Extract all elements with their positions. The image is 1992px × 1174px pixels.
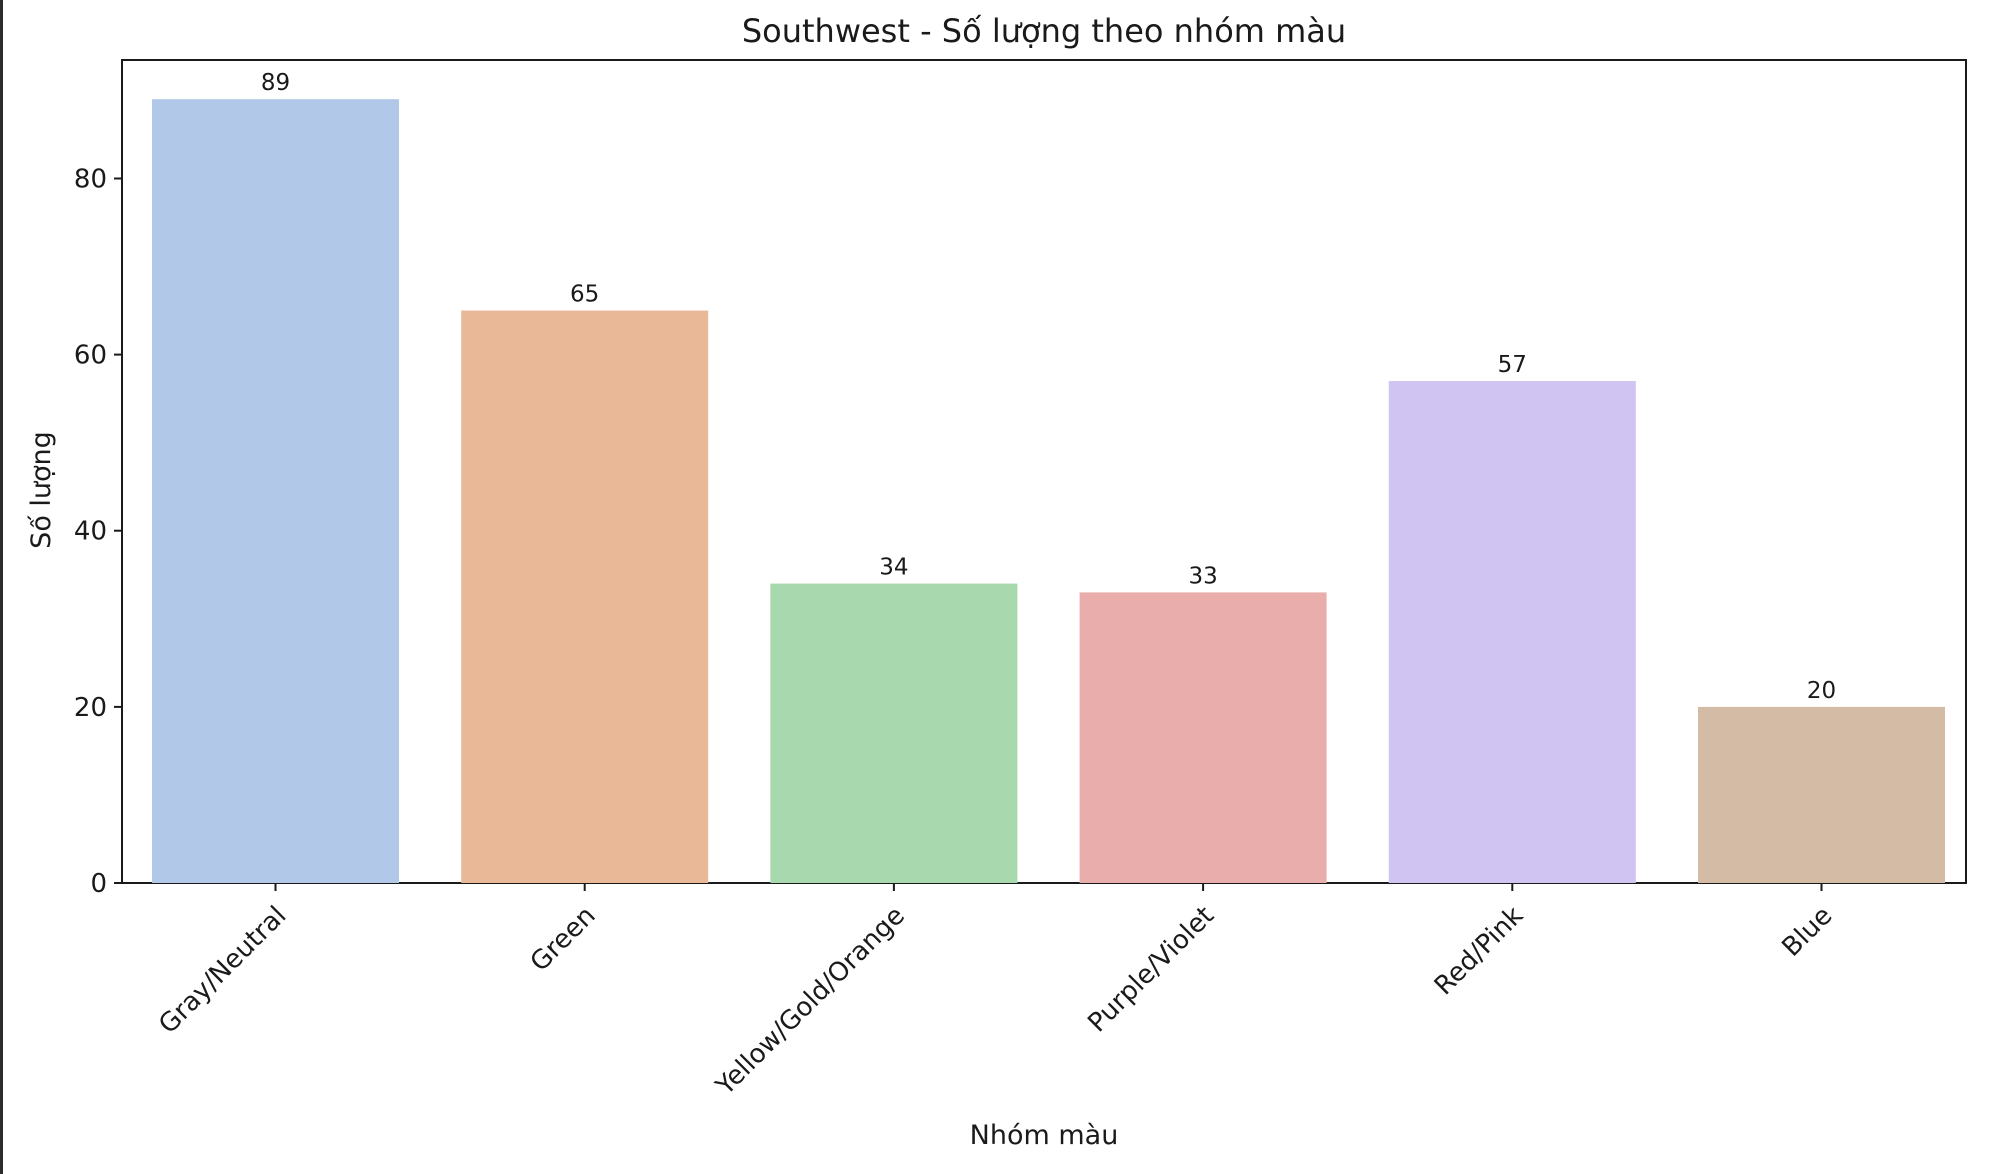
y-tick-label: 0 — [90, 869, 107, 899]
bar-value-label: 89 — [261, 70, 290, 96]
y-tick-label: 40 — [74, 517, 107, 547]
x-tick-label: Blue — [1777, 901, 1839, 963]
bar-value-label: 34 — [879, 555, 908, 581]
x-tick-label: Yellow/Gold/Orange — [710, 901, 911, 1102]
y-tick-label: 20 — [74, 693, 107, 723]
bar-gray-neutral — [152, 99, 399, 883]
bar-purple-violet — [1079, 592, 1327, 883]
x-tick-label: Red/Pink — [1429, 901, 1529, 1001]
chart-title: Southwest - Số lượng theo nhóm màu — [742, 12, 1346, 50]
bar-value-label: 20 — [1807, 678, 1836, 704]
bar-blue — [1698, 706, 1945, 883]
y-tick-label: 80 — [74, 165, 107, 195]
bar-green — [461, 310, 709, 884]
x-tick-label: Green — [525, 901, 602, 978]
chart-figure: Southwest - Số lượng theo nhóm màu 89 65 3… — [3, 0, 1992, 1174]
bar-red-pink — [1388, 381, 1636, 883]
x-tick-label: Gray/Neutral — [153, 901, 292, 1040]
y-axis-label: Số lượng — [26, 431, 57, 549]
x-tick-label: Purple/Violet — [1082, 901, 1220, 1039]
y-tick-label: 60 — [74, 341, 107, 371]
bar-value-label: 33 — [1188, 563, 1217, 589]
bar-value-label: 65 — [570, 282, 599, 308]
bar-value-label: 57 — [1498, 352, 1527, 378]
y-axis: 0 20 40 60 80 — [74, 165, 122, 899]
plot-area-frame — [121, 59, 1967, 884]
bars-group — [152, 99, 1945, 884]
x-axis: Gray/Neutral Green Yellow/Gold/Orange Purpl… — [153, 883, 1838, 1102]
bar-chart: Southwest - Số lượng theo nhóm màu 89 65 3… — [26, 12, 1967, 1151]
x-axis-label: Nhóm màu — [970, 1120, 1119, 1151]
bar-yellow-gold-orange — [770, 583, 1018, 883]
bar-labels-group: 89 65 34 33 57 20 — [261, 70, 1836, 704]
